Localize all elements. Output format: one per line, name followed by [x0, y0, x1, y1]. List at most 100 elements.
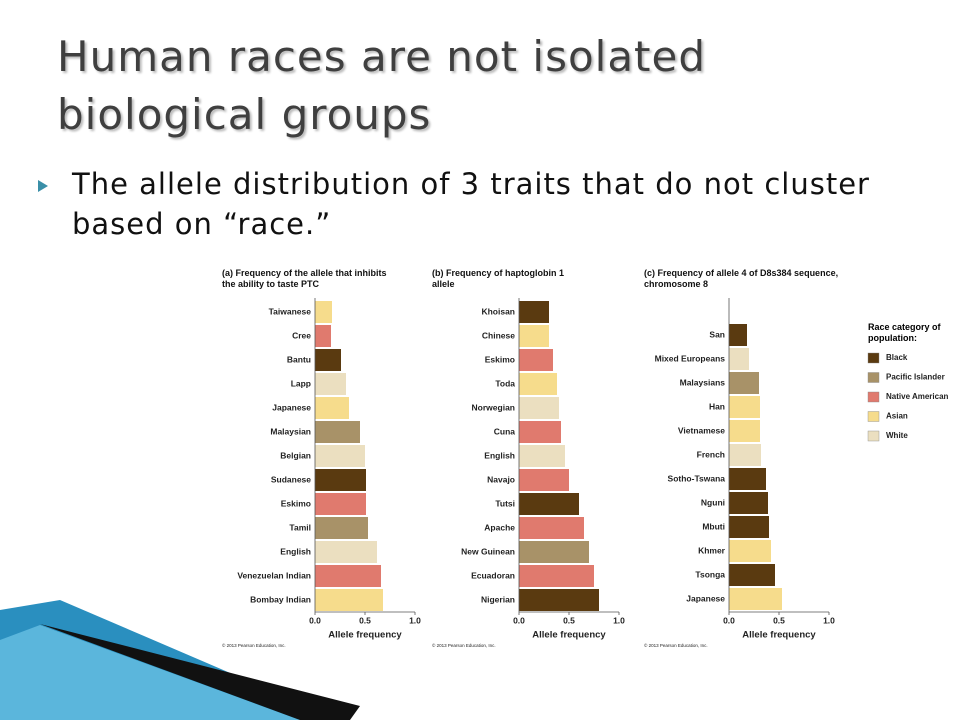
bar — [315, 445, 365, 467]
bar — [315, 469, 366, 491]
bullet-marker — [38, 180, 48, 192]
chart-title: (a) Frequency of the allele that inhibit… — [222, 268, 387, 289]
legend-title: Race category of population: — [868, 322, 941, 343]
category-label: Khmer — [698, 545, 726, 555]
category-label: Cuna — [494, 426, 516, 436]
bar — [519, 589, 599, 611]
bar — [315, 541, 377, 563]
x-tick-label: 0.5 — [563, 615, 575, 625]
category-label: Mbuti — [702, 521, 725, 531]
x-axis-label: Allele frequency — [328, 630, 402, 641]
legend-label: White — [886, 431, 908, 440]
bar — [315, 493, 366, 515]
bar — [519, 445, 565, 467]
legend-swatch — [867, 391, 880, 403]
bar — [315, 421, 360, 443]
legend-swatch — [867, 352, 880, 364]
bar — [519, 565, 594, 587]
bar — [519, 493, 579, 515]
bar — [315, 325, 331, 347]
bar — [519, 541, 589, 563]
x-tick-label: 1.0 — [409, 615, 421, 625]
bar — [729, 396, 760, 418]
credit: © 2013 Pearson Education, Inc. — [432, 642, 496, 648]
category-label: Eskimo — [281, 498, 311, 508]
category-label: Bantu — [287, 354, 311, 364]
bar — [315, 589, 383, 611]
bar — [729, 372, 759, 394]
bar — [729, 420, 760, 442]
category-label: Norwegian — [472, 402, 515, 412]
category-label: Belgian — [280, 450, 311, 460]
bar — [729, 540, 771, 562]
x-tick-label: 0.0 — [723, 615, 735, 625]
bar — [729, 564, 775, 586]
category-label: English — [280, 546, 311, 556]
legend-swatch — [867, 411, 880, 422]
legend-swatch — [867, 430, 880, 442]
category-label: Ecuadoran — [471, 570, 515, 580]
bar — [519, 517, 584, 539]
category-label: Nigerian — [481, 594, 515, 604]
credit: © 2013 Pearson Education, Inc. — [222, 642, 286, 648]
legend-label: Native American — [886, 392, 949, 401]
bar — [519, 421, 561, 443]
bar — [315, 349, 341, 371]
bar — [519, 325, 549, 347]
bar — [315, 565, 381, 587]
x-tick-label: 0.5 — [359, 615, 371, 625]
bar — [315, 301, 332, 323]
category-label: Tamil — [289, 522, 311, 532]
legend-label: Asian — [886, 412, 908, 421]
chart-title: (c) Frequency of allele 4 of D8s384 sequ… — [644, 268, 839, 289]
category-label: Taiwanese — [269, 306, 312, 316]
bar — [729, 348, 749, 370]
bar — [729, 516, 769, 538]
category-label: Malaysians — [680, 377, 726, 387]
decor — [40, 624, 360, 720]
category-label: Khoisan — [481, 306, 515, 316]
bar — [729, 588, 782, 610]
category-label: Venezuelan Indian — [237, 570, 311, 580]
category-label: Toda — [495, 378, 515, 388]
category-label: Apache — [484, 522, 515, 532]
bar — [519, 469, 569, 491]
bullet-text: The allele distribution of 3 traits that… — [72, 167, 870, 241]
bar — [519, 397, 559, 419]
category-label: English — [484, 450, 515, 460]
x-axis-label: Allele frequency — [742, 630, 816, 641]
bar — [315, 373, 346, 395]
category-label: San — [709, 329, 725, 339]
x-axis-label: Allele frequency — [532, 630, 606, 641]
category-label: Mixed Europeans — [655, 353, 726, 363]
category-label: Sudanese — [271, 474, 311, 484]
category-label: Nguni — [701, 497, 725, 507]
category-label: Navajo — [487, 474, 515, 484]
bar — [519, 349, 553, 371]
bar — [519, 301, 549, 323]
category-label: Vietnamese — [678, 425, 725, 435]
x-tick-label: 0.5 — [773, 615, 785, 625]
chart-title: (b) Frequency of haptoglobin 1 allele — [432, 268, 564, 289]
bar — [315, 397, 349, 419]
bar — [729, 468, 766, 490]
category-label: Bombay Indian — [250, 594, 311, 604]
category-label: Eskimo — [485, 354, 515, 364]
category-label: Lapp — [291, 378, 311, 388]
bar — [315, 517, 368, 539]
legend-label: Pacific Islander — [886, 373, 945, 382]
slide-title: Human races are not isolated biological … — [57, 32, 707, 139]
x-tick-label: 1.0 — [613, 615, 625, 625]
credit: © 2013 Pearson Education, Inc. — [644, 642, 708, 648]
x-tick-label: 0.0 — [513, 615, 525, 625]
category-label: Sotho-Tswana — [668, 473, 726, 483]
category-label: Han — [709, 401, 725, 411]
legend-swatch — [867, 372, 880, 383]
category-label: French — [697, 449, 725, 459]
category-label: Tsonga — [695, 569, 725, 579]
decor — [0, 625, 300, 720]
category-label: Japanese — [272, 402, 311, 412]
legend-label: Black — [886, 353, 908, 362]
